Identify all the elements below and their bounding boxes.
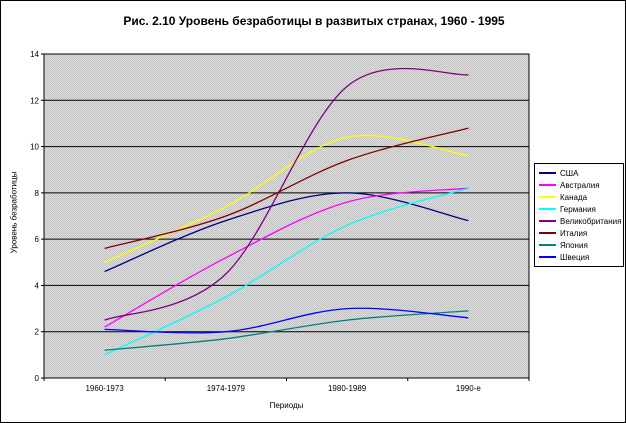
legend-label: Швеция [560, 252, 590, 262]
legend-line-swatch [539, 220, 556, 222]
legend-line-swatch [539, 196, 556, 198]
legend-label: Великобритания [560, 216, 622, 226]
plot-background [44, 54, 529, 378]
y-tick-label: 10 [30, 143, 39, 152]
series-line [104, 187, 469, 328]
y-tick-label: 8 [35, 189, 40, 198]
series-line [104, 127, 469, 250]
series-line [104, 192, 469, 273]
y-tick-label: 0 [35, 374, 40, 383]
legend-item: Швеция [539, 251, 623, 263]
x-axis-title: Периоды [269, 401, 304, 410]
series-line [104, 67, 469, 321]
legend-line-swatch [539, 232, 556, 234]
series-line [104, 187, 469, 356]
series-line [104, 307, 469, 334]
legend-item: США [539, 167, 623, 179]
legend-label: США [560, 168, 579, 178]
plot-area: 0 2 4 6 8 10 12 14 1960-1973 1974-1979 1980-1989 19… [30, 50, 530, 393]
x-tick-label: 1990-е [456, 384, 481, 393]
y-tick-label: 14 [30, 50, 39, 59]
y-tick-label: 2 [35, 328, 40, 337]
y-tick-label: 4 [35, 281, 40, 290]
legend-item: Италия [539, 227, 623, 239]
series-line [104, 134, 469, 263]
legend-label: Италия [560, 228, 588, 238]
legend-line-swatch [539, 172, 556, 174]
legend-item: Япония [539, 239, 623, 251]
legend-item: Канада [539, 191, 623, 203]
x-tick-label: 1980-1989 [328, 384, 367, 393]
legend-label: Германия [560, 204, 596, 214]
legend-item: Германия [539, 203, 623, 215]
x-tick-label: 1960-1973 [85, 384, 124, 393]
legend-line-swatch [539, 256, 556, 258]
legend-line-swatch [539, 184, 556, 186]
y-tick-label: 6 [35, 235, 40, 244]
legend-line-swatch [539, 208, 556, 210]
legend-item: Великобритания [539, 215, 623, 227]
series-line [104, 310, 469, 351]
legend-label: Япония [560, 240, 588, 250]
legend-line-swatch [539, 244, 556, 246]
legend-label: Канада [560, 192, 588, 202]
x-tick-label: 1974-1979 [207, 384, 246, 393]
legend-item: Австралия [539, 179, 623, 191]
y-axis-title: Уровень безработицы [9, 171, 19, 254]
legend: США Австралия Канада Германия Великобритания… [534, 163, 624, 267]
chart-title: Рис. 2.10 Уровень безработицы в развитых… [123, 14, 505, 28]
legend-label: Австралия [560, 180, 600, 190]
y-tick-label: 12 [30, 96, 39, 105]
